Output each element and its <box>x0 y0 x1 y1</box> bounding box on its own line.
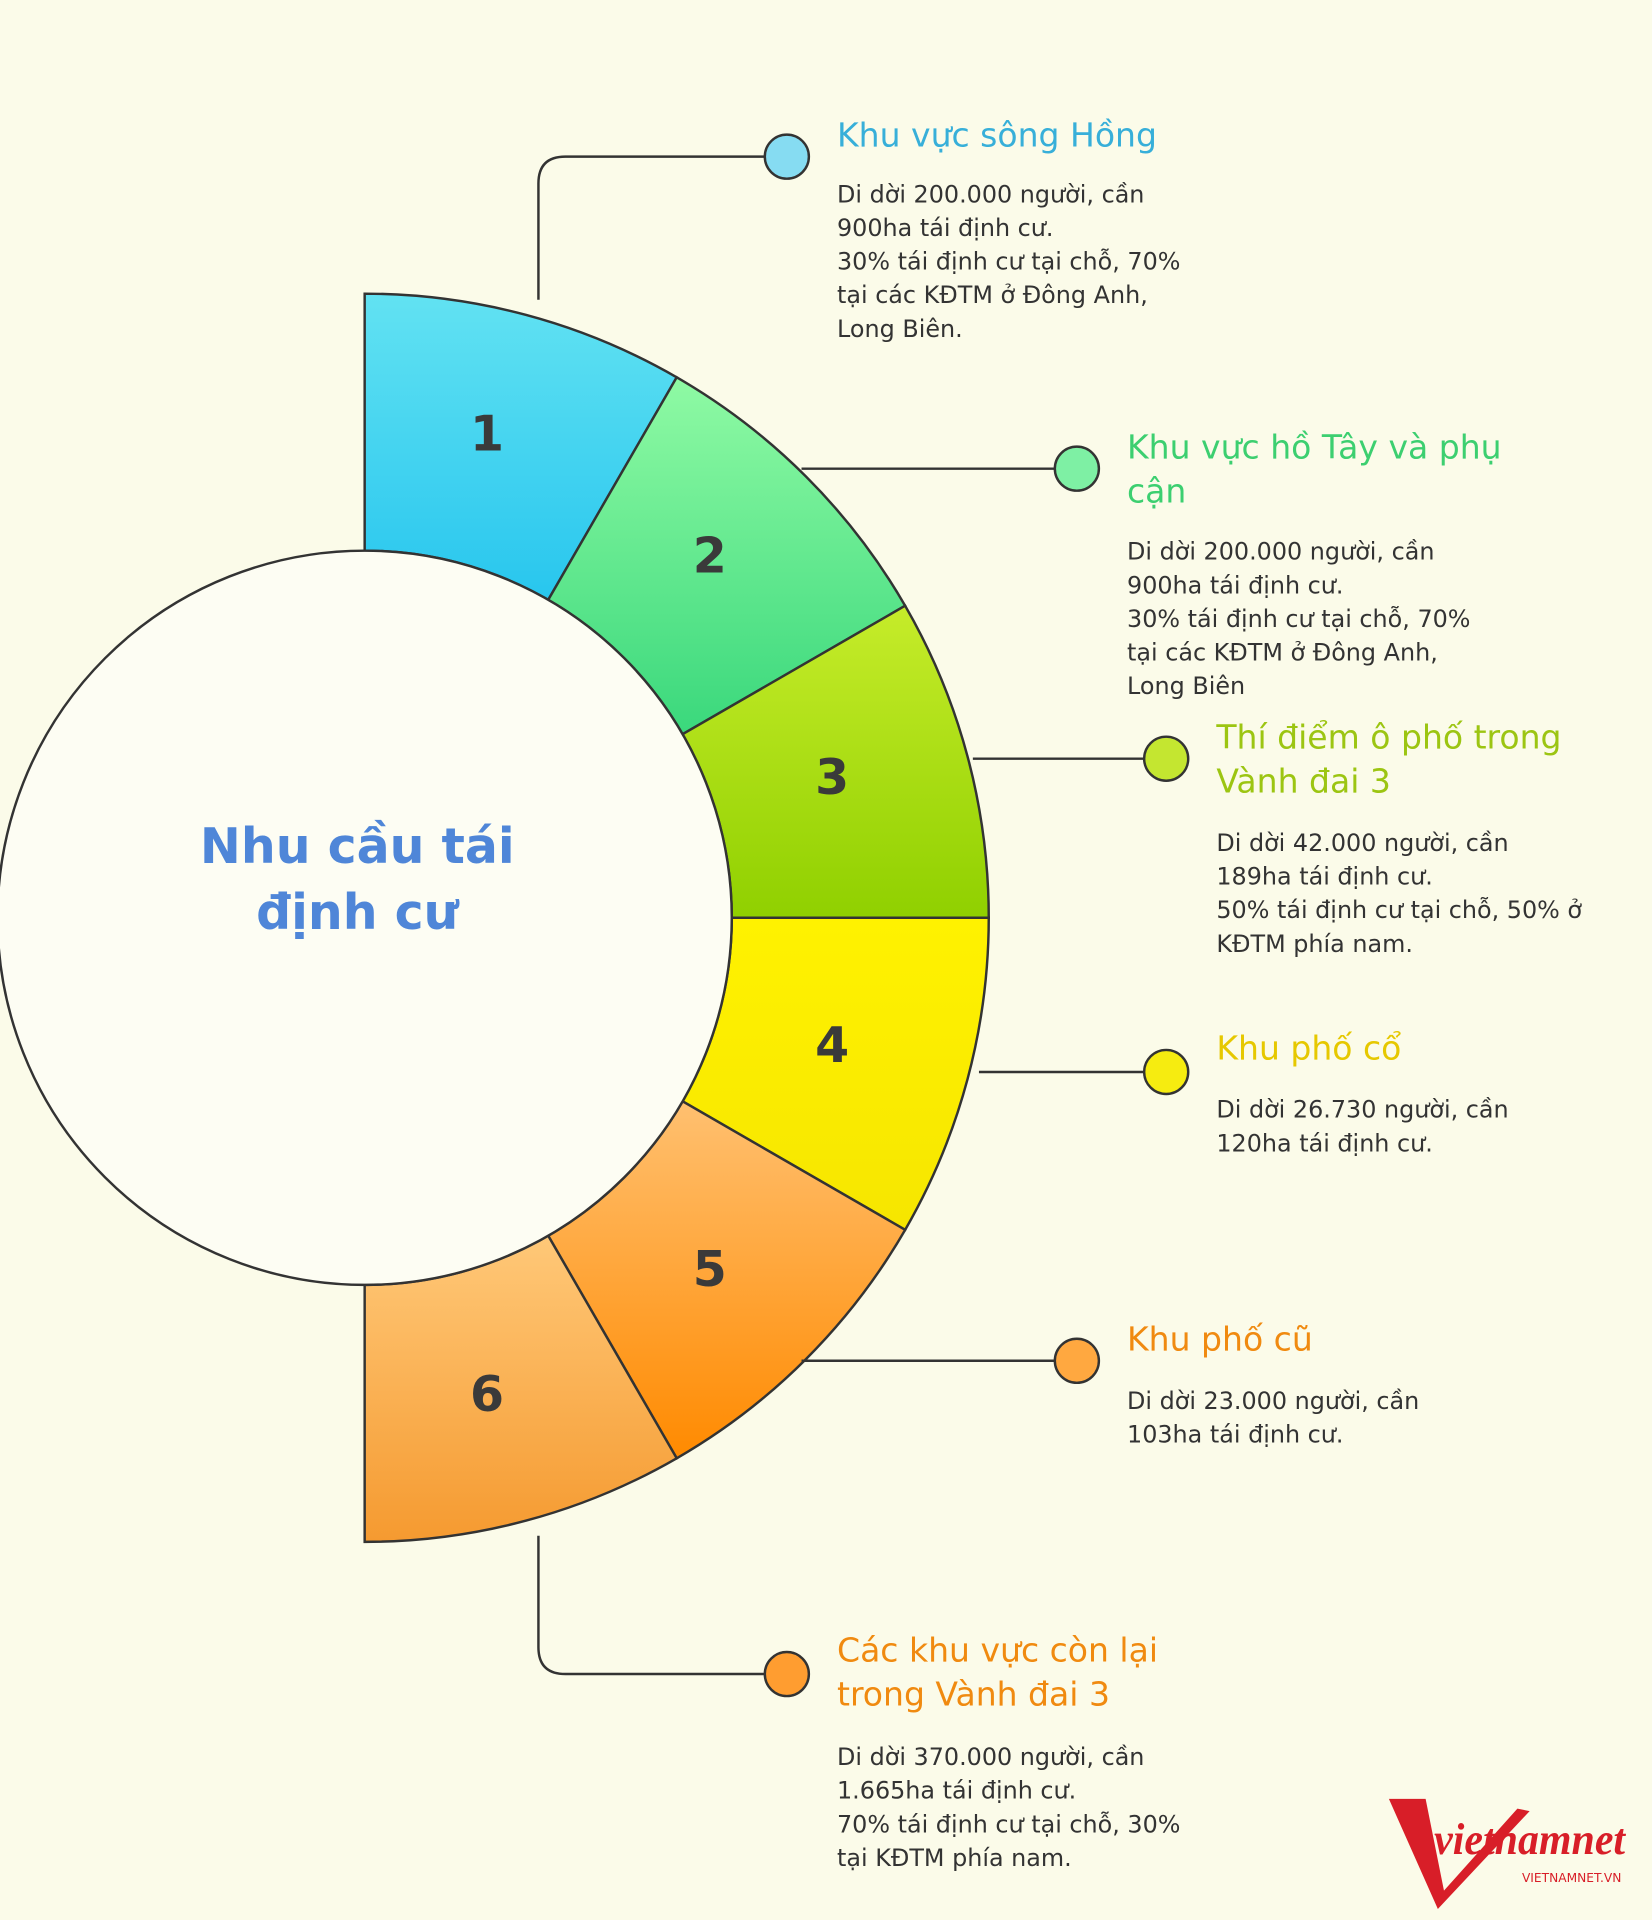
item-desc: 189ha tái định cư. <box>1216 863 1432 891</box>
connector <box>537 155 787 300</box>
connector <box>537 1535 787 1676</box>
segment-number: 4 <box>815 1017 849 1074</box>
item-desc: Long Biên <box>1127 672 1245 700</box>
logo: vietnamnet VIETNAMNET.VN <box>1388 1798 1627 1909</box>
item-desc: Di dời 200.000 người, cần <box>837 180 1144 208</box>
center-circle <box>0 549 733 1287</box>
item-desc: tại KĐTM phía nam. <box>837 1844 1072 1872</box>
dot <box>1053 1337 1101 1385</box>
item-desc: Di dời 26.730 người, cần <box>1216 1096 1508 1124</box>
item-desc: Di dời 42.000 người, cần <box>1216 829 1508 857</box>
dot <box>1053 445 1101 492</box>
segment-number: 1 <box>470 405 504 462</box>
item-desc: tại các KĐTM ở Đông Anh, <box>1127 639 1438 667</box>
center-title: định cư <box>256 884 460 941</box>
item-title: trong Vành đai 3 <box>837 1675 1110 1714</box>
item-desc: 900ha tái định cư. <box>837 214 1053 242</box>
segment-number: 5 <box>693 1241 727 1298</box>
segment-number: 3 <box>815 749 849 806</box>
center-title: Nhu cầu tái <box>200 818 515 875</box>
dot <box>1142 735 1190 782</box>
item-title: Vành đai 3 <box>1216 762 1391 801</box>
logo-mark <box>1388 1798 1530 1909</box>
segment-number: 6 <box>470 1366 504 1423</box>
item-title: Khu phố cũ <box>1127 1320 1313 1359</box>
item-desc: Long Biên. <box>837 315 963 343</box>
item-desc: 50% tái định cư tại chỗ, 50% ở <box>1216 896 1582 924</box>
item-desc: 1.665ha tái định cư. <box>837 1777 1076 1805</box>
dot <box>763 133 811 180</box>
item-desc: Di dời 370.000 người, cần <box>837 1743 1144 1771</box>
item-title: Khu vực sông Hồng <box>837 116 1157 155</box>
item-desc: 30% tái định cư tại chỗ, 70% <box>837 248 1180 276</box>
item-desc: tại các KĐTM ở Đông Anh, <box>837 281 1148 309</box>
segment-number: 2 <box>693 528 727 585</box>
item-desc: Di dời 23.000 người, cần <box>1127 1387 1419 1415</box>
item-title: Các khu vực còn lại <box>837 1631 1158 1670</box>
logo-url: VIETNAMNET.VN <box>1522 1871 1621 1885</box>
item-desc: 30% tái định cư tại chỗ, 70% <box>1127 605 1470 633</box>
item-desc: 900ha tái định cư. <box>1127 571 1343 599</box>
item-title: cận <box>1127 472 1186 511</box>
dot <box>1142 1048 1190 1096</box>
item-desc: 120ha tái định cư. <box>1216 1129 1432 1157</box>
item-title: Thí điểm ô phố trong <box>1215 718 1561 757</box>
content: 1 Khu vực sông Hồng Di dời 200.000 người, … <box>0 116 1627 1909</box>
dot <box>763 1650 811 1698</box>
item-desc: KĐTM phía nam. <box>1216 930 1413 958</box>
logo-name: vietnamnet <box>1434 1815 1627 1864</box>
item-desc: 103ha tái định cư. <box>1127 1421 1343 1449</box>
item-title: Khu phố cổ <box>1216 1028 1401 1067</box>
item-title: Khu vực hồ Tây và phụ <box>1127 428 1502 467</box>
item-desc: Di dời 200.000 người, cần <box>1127 538 1434 566</box>
item-desc: 70% tái định cư tại chỗ, 30% <box>837 1810 1180 1838</box>
